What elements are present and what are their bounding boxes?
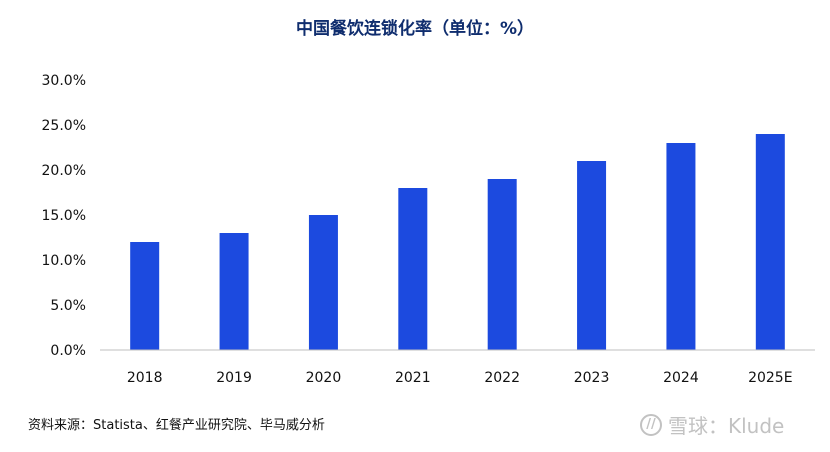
y-tick-label: 0.0%	[50, 343, 86, 359]
bar-2019	[219, 233, 249, 350]
y-tick-label: 30.0%	[42, 73, 86, 89]
y-tick-label: 5.0%	[50, 298, 86, 314]
bars-group	[130, 134, 785, 350]
x-tick-label: 2025E	[748, 370, 792, 386]
bar-2024	[666, 143, 696, 350]
watermark: // 雪球：Klude	[640, 410, 784, 439]
bar-2022	[487, 179, 517, 350]
x-tick-label: 2020	[306, 370, 342, 386]
y-tick-label: 20.0%	[42, 163, 86, 179]
y-axis: 0.0% 5.0% 10.0% 15.0% 20.0% 25.0% 30.0%	[42, 73, 86, 359]
x-tick-label: 2022	[484, 370, 520, 386]
bar-2023	[577, 161, 607, 350]
bar-2020	[308, 215, 338, 350]
watermark-text: 雪球：Klude	[668, 414, 785, 438]
y-tick-label: 25.0%	[42, 118, 86, 134]
chart-title: 中国餐饮连锁化率（单位：%）	[295, 19, 535, 39]
bar-2018	[130, 242, 160, 350]
bar-2021	[398, 188, 428, 350]
watermark-logo-icon: //	[640, 413, 662, 436]
x-axis: 2018 2019 2020 2021 2022 2023 2024 2025E	[100, 349, 815, 386]
x-tick-label: 2024	[663, 370, 699, 386]
source-note: 资料来源：Statista、红餐产业研究院、毕马威分析	[28, 418, 325, 433]
y-tick-label: 10.0%	[42, 253, 86, 269]
x-tick-label: 2021	[395, 370, 431, 386]
x-tick-label: 2018	[127, 370, 163, 386]
y-tick-label: 15.0%	[42, 208, 86, 224]
x-tick-label: 2019	[216, 370, 252, 386]
bar-2025E	[755, 134, 785, 350]
x-tick-label: 2023	[574, 370, 610, 386]
